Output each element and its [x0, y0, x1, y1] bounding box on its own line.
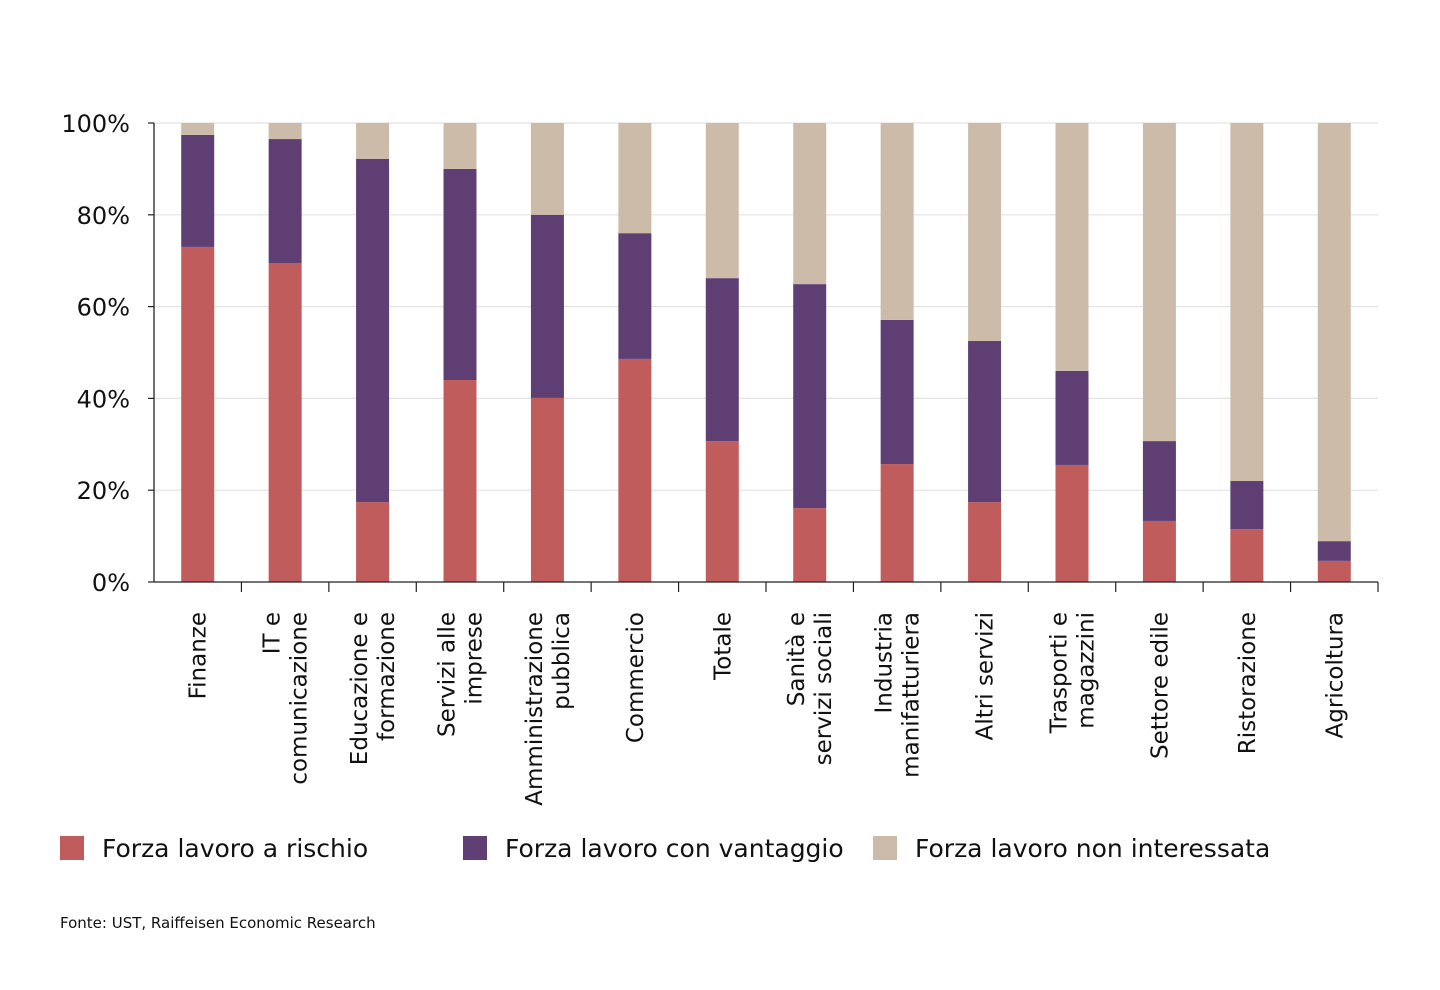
legend-item-at-risk: Forza lavoro a rischio — [60, 834, 368, 863]
x-tick-label: imprese — [462, 612, 488, 705]
bar-segment-at-risk — [793, 508, 827, 582]
bar-segment-at-risk — [1055, 464, 1089, 582]
x-tick-label: Amministrazione — [522, 612, 548, 806]
bar-segment-not-affected — [443, 123, 477, 169]
x-tick-label: Altri servizi — [973, 612, 999, 740]
bar-segment-advantage — [1142, 441, 1176, 521]
bar-segment-not-affected — [1142, 123, 1176, 442]
bar-segment-at-risk — [705, 441, 739, 582]
bar-segment-advantage — [530, 214, 564, 398]
bar-segment-not-affected — [1317, 123, 1351, 542]
x-tick-label: pubblica — [549, 612, 575, 710]
legend-label-not-affected: Forza lavoro non interessata — [915, 833, 1271, 863]
bar-segment-not-affected — [705, 123, 739, 279]
legend-item-advantage: Forza lavoro con vantaggio — [463, 834, 844, 863]
x-tick-label: formazione — [374, 612, 400, 741]
bar-segment-at-risk — [530, 397, 564, 582]
y-tick-label: 20% — [77, 477, 130, 505]
bar-segment-advantage — [1230, 481, 1264, 530]
bar-segment-advantage — [880, 319, 914, 465]
y-tick-label: 60% — [77, 294, 130, 322]
bar-segment-not-affected — [618, 123, 652, 234]
bar-segment-advantage — [968, 341, 1002, 503]
legend-swatch-not-affected — [873, 836, 897, 860]
bar-segment-at-risk — [356, 502, 390, 582]
y-tick-label: 40% — [77, 385, 130, 413]
legend-label-advantage: Forza lavoro con vantaggio — [505, 833, 844, 863]
bar-segment-advantage — [1055, 370, 1089, 465]
bar-segment-at-risk — [443, 380, 477, 582]
legend-label-at-risk: Forza lavoro a rischio — [102, 833, 369, 863]
x-tick-label: Totale — [710, 612, 736, 681]
x-tick-label: Servizi alle — [435, 612, 461, 737]
x-tick-label: Sanità e — [784, 612, 810, 706]
x-tick-label: Finanze — [186, 612, 212, 699]
x-tick-label: Settore edile — [1147, 612, 1173, 759]
bars — [181, 123, 1351, 582]
legend-swatch-advantage — [463, 836, 487, 860]
x-tick-label: Agricoltura — [1322, 612, 1348, 738]
bar-segment-not-affected — [268, 123, 302, 140]
x-tick-label: servizi sociali — [811, 612, 837, 765]
stacked-bar-chart: 0% 20% 40% 60% 80% 100% Finanze IT e comunicazi… — [61, 110, 1379, 806]
bar-segment-at-risk — [1142, 520, 1176, 582]
x-tick-label: Commercio — [623, 612, 649, 743]
bar-segment-advantage — [356, 158, 390, 503]
y-axis-ticks: 0% 20% 40% 60% 80% 100% — [61, 110, 130, 597]
x-tick-label: comunicazione — [287, 612, 313, 785]
legend-swatch-at-risk — [60, 836, 84, 860]
bar-segment-not-affected — [968, 123, 1002, 342]
x-tick-label: Trasporti e — [1047, 612, 1073, 734]
bar-segment-at-risk — [1230, 529, 1264, 582]
bar-segment-not-affected — [1055, 123, 1089, 371]
y-tick-label: 0% — [92, 569, 130, 597]
bar-segment-not-affected — [1230, 123, 1264, 482]
bar-segment-advantage — [1317, 541, 1351, 561]
x-tick-label: manifatturiera — [899, 612, 925, 778]
x-tick-label: magazzini — [1074, 612, 1100, 729]
bar-segment-advantage — [268, 139, 302, 263]
x-tick-label: Ristorazione — [1235, 612, 1261, 754]
x-tick-label: Industria — [872, 612, 898, 713]
bar-segment-advantage — [181, 134, 215, 247]
bar-segment-advantage — [705, 278, 739, 442]
bar-segment-not-affected — [530, 123, 564, 215]
y-tick-label: 100% — [61, 110, 130, 138]
bar-segment-at-risk — [1317, 560, 1351, 582]
bar-segment-advantage — [793, 284, 827, 509]
y-tick-label: 80% — [77, 202, 130, 230]
axes — [148, 122, 1379, 592]
x-axis-labels: Finanze IT e comunicazione Educazione e form… — [186, 612, 1349, 806]
bar-segment-at-risk — [968, 502, 1002, 582]
gridlines — [154, 122, 1378, 491]
bar-segment-not-affected — [181, 123, 215, 135]
bar-segment-not-affected — [880, 123, 914, 320]
bar-segment-at-risk — [181, 246, 215, 582]
bar-segment-not-affected — [356, 123, 390, 159]
x-tick-label: Educazione e — [347, 612, 373, 765]
bar-segment-advantage — [443, 168, 477, 381]
legend-item-not-affected: Forza lavoro non interessata — [873, 834, 1270, 863]
bar-segment-not-affected — [793, 123, 827, 285]
bar-segment-at-risk — [268, 262, 302, 582]
bar-segment-at-risk — [880, 464, 914, 582]
bar-segment-at-risk — [618, 358, 652, 582]
x-tick-label: IT e — [260, 612, 286, 654]
bar-segment-advantage — [618, 233, 652, 359]
source-note: Fonte: UST, Raiffeisen Economic Research — [60, 914, 376, 932]
